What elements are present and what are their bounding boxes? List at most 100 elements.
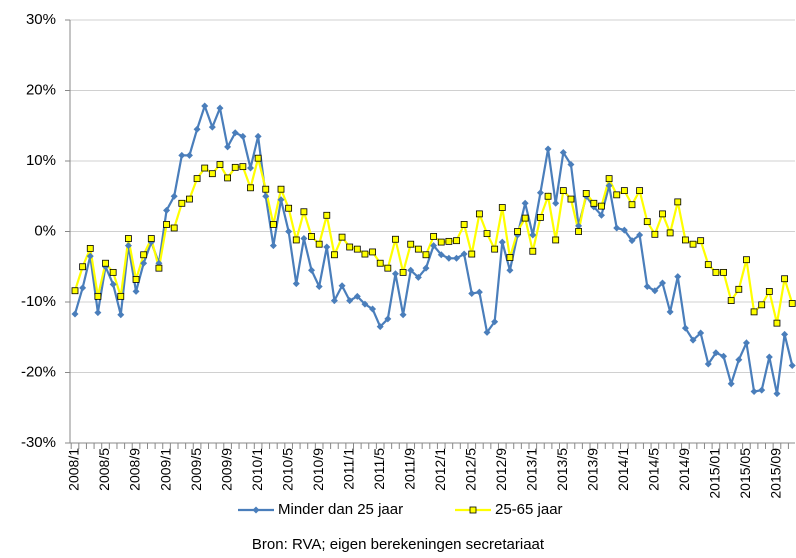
- data-point: [712, 268, 720, 276]
- data-point: [376, 259, 384, 267]
- data-point: [140, 259, 148, 267]
- data-point: [765, 353, 773, 361]
- data-point: [246, 164, 254, 172]
- x-tick-label: 2008/9: [127, 448, 143, 491]
- data-point: [674, 198, 682, 206]
- data-point: [292, 236, 300, 244]
- data-point: [682, 236, 689, 244]
- data-point: [735, 356, 743, 364]
- data-point: [475, 288, 483, 296]
- x-tick-label: 2013/9: [585, 448, 601, 491]
- data-point: [742, 339, 750, 347]
- data-point: [788, 300, 796, 307]
- x-tick-label: 2013/5: [554, 448, 570, 491]
- data-point: [468, 250, 476, 258]
- x-tick-label: 2013/1: [524, 448, 540, 491]
- x-tick-label: 2015/09: [768, 448, 784, 499]
- source-note: Bron: RVA; eigen berekeningen secretaria…: [252, 536, 545, 553]
- data-point: [285, 228, 293, 235]
- data-point: [163, 221, 170, 228]
- data-point: [224, 143, 232, 151]
- data-point: [567, 195, 575, 203]
- data-point: [384, 315, 392, 323]
- data-point: [521, 214, 529, 222]
- data-point: [437, 238, 445, 246]
- data-point: [750, 388, 758, 396]
- data-point: [781, 330, 789, 338]
- data-point: [79, 263, 87, 271]
- data-point: [773, 319, 781, 327]
- data-point: [407, 266, 415, 274]
- data-point: [132, 276, 140, 283]
- data-point: [178, 199, 186, 207]
- y-tick-label: -30%: [21, 434, 56, 451]
- data-point: [163, 206, 171, 214]
- x-tick-label: 2012/1: [432, 448, 448, 491]
- data-point: [277, 185, 285, 193]
- data-point: [651, 287, 659, 295]
- data-point: [681, 324, 689, 332]
- series-line: [73, 102, 794, 394]
- data-point: [216, 104, 224, 112]
- x-tick-label: 2014/9: [676, 448, 692, 491]
- data-point: [598, 202, 605, 210]
- data-point: [643, 218, 651, 226]
- data-point: [338, 282, 346, 290]
- data-point: [582, 190, 590, 197]
- data-point: [704, 360, 712, 368]
- data-point: [605, 175, 613, 183]
- data-point: [697, 329, 705, 337]
- data-point: [369, 305, 377, 313]
- x-tick-label: 2011/9: [401, 448, 417, 490]
- legend-marker: [469, 506, 477, 514]
- x-tick-label: 2015/05: [737, 448, 753, 499]
- data-point: [384, 264, 392, 272]
- data-point: [193, 175, 201, 183]
- data-point: [353, 245, 361, 253]
- data-point: [659, 210, 666, 218]
- data-point: [208, 170, 216, 178]
- data-point: [331, 251, 338, 259]
- data-point: [636, 231, 644, 239]
- data-point: [536, 189, 544, 197]
- data-point: [224, 174, 232, 182]
- legend-label: 25-65 jaar: [495, 501, 563, 518]
- data-point: [269, 221, 277, 228]
- data-point: [277, 196, 285, 204]
- data-point: [498, 238, 506, 246]
- data-point: [552, 236, 560, 244]
- data-point: [208, 123, 216, 131]
- data-point: [170, 192, 178, 200]
- data-point: [643, 282, 651, 290]
- x-tick-label: 2010/9: [310, 448, 326, 491]
- data-point: [94, 309, 102, 317]
- data-point: [575, 222, 583, 230]
- x-tick-label: 2015/01: [707, 448, 723, 499]
- data-point: [216, 161, 224, 168]
- data-point: [689, 336, 697, 344]
- data-point: [659, 279, 667, 287]
- data-point: [414, 273, 422, 281]
- x-tick-label: 2008/1: [66, 448, 82, 491]
- data-point: [94, 292, 102, 300]
- data-point: [315, 282, 323, 290]
- x-tick-label: 2010/1: [249, 448, 265, 491]
- data-point: [323, 211, 331, 219]
- data-point: [392, 235, 399, 243]
- data-point: [247, 184, 254, 192]
- data-point: [620, 187, 628, 195]
- x-tick-label: 2014/5: [646, 448, 662, 491]
- data-point: [758, 386, 766, 394]
- data-point: [460, 250, 468, 258]
- data-point: [445, 237, 453, 245]
- data-point: [140, 251, 148, 259]
- data-point: [773, 390, 781, 398]
- data-point: [285, 204, 293, 212]
- data-point: [102, 259, 109, 267]
- data-point: [239, 132, 247, 140]
- y-tick-label: -10%: [21, 293, 56, 310]
- data-point: [605, 182, 613, 190]
- data-point: [781, 275, 788, 283]
